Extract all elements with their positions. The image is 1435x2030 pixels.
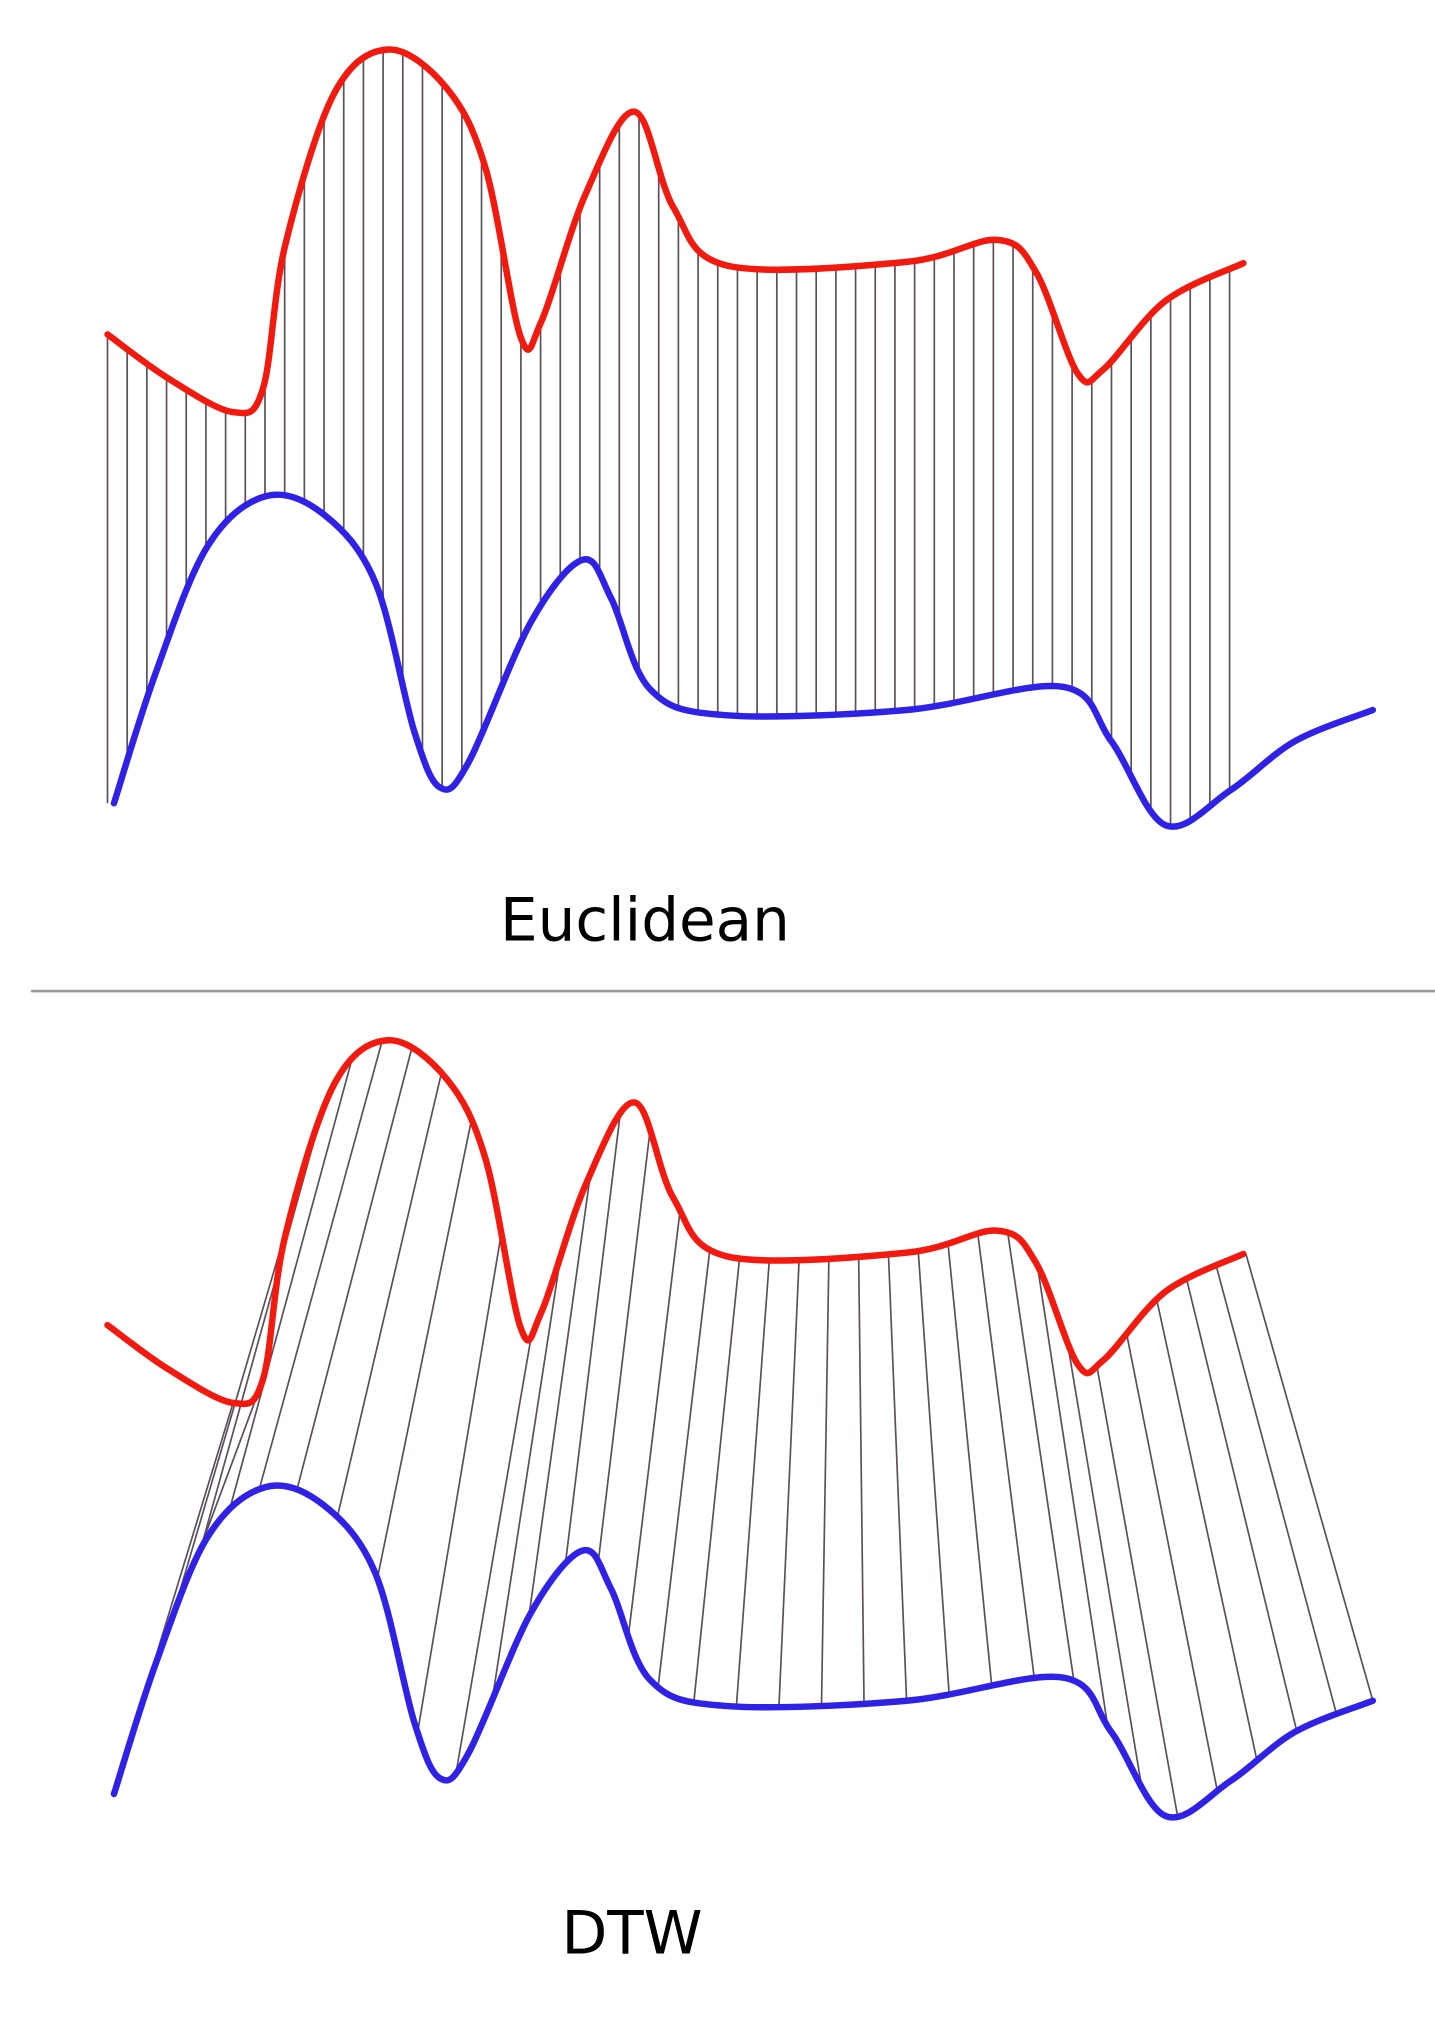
alignment-line (657, 1250, 711, 1689)
alignment-line (820, 1258, 830, 1707)
alignment-line (917, 1251, 950, 1695)
alignment-line (857, 1256, 865, 1704)
alignment-line (416, 1233, 503, 1733)
alignment-line (491, 1255, 562, 1698)
alignment-line (1185, 1277, 1298, 1732)
alignment-line (258, 1040, 383, 1490)
alignment-line (171, 1207, 294, 1618)
alignment-line (735, 1260, 771, 1707)
red-series (104, 46, 1247, 417)
alignment-line (376, 1119, 473, 1579)
alignment-line (528, 1172, 592, 1616)
panel-label: Euclidean (500, 887, 790, 956)
alignment-line (887, 1254, 908, 1701)
alignment-line (229, 1057, 354, 1508)
alignment-line (1125, 1334, 1219, 1792)
blue-series (110, 1482, 1377, 1821)
alignment-line (947, 1243, 993, 1686)
alignment-line (597, 1129, 651, 1562)
alignment-line (1215, 1265, 1338, 1715)
alignment-lines (106, 49, 1374, 1817)
alignment-line (1096, 1366, 1179, 1817)
panel-label: DTW (561, 1899, 702, 1968)
alignment-line (296, 1047, 413, 1490)
curves (104, 46, 1377, 1821)
alignment-line (627, 1211, 681, 1639)
alignment-line (1036, 1265, 1109, 1728)
blue-series (110, 491, 1377, 830)
alignment-line (1066, 1340, 1143, 1789)
alignment-line (692, 1258, 741, 1703)
alignment-line (976, 1233, 1036, 1678)
alignment-line (564, 1112, 622, 1564)
alignment-line (1245, 1253, 1374, 1701)
alignment-line (455, 1337, 532, 1773)
red-series (104, 1037, 1247, 1408)
alignment-line (778, 1260, 800, 1708)
alignment-line (1155, 1298, 1258, 1762)
alignment-line (1006, 1231, 1075, 1681)
alignment-line (336, 1071, 443, 1518)
